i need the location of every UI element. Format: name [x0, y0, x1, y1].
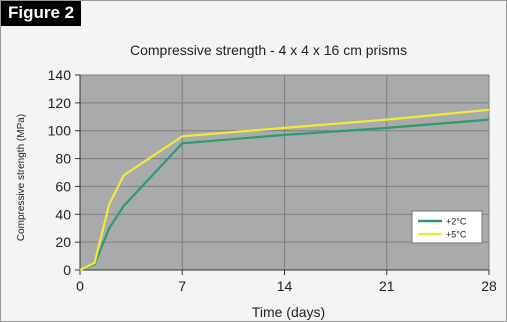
y-tick-label: 60 — [55, 178, 71, 194]
y-tick-label: 40 — [55, 206, 71, 222]
x-axis-label: Time (days) — [252, 304, 325, 320]
x-tick-label: 0 — [76, 278, 84, 294]
series-line-plus-2c — [79, 118, 490, 272]
y-tick-label: 20 — [55, 234, 71, 250]
series-lines — [79, 108, 490, 272]
legend: +2°C +5°C — [411, 210, 483, 244]
legend-box — [411, 210, 483, 244]
legend-label: +2°C — [446, 217, 467, 227]
series-line-plus-5c — [79, 108, 490, 271]
x-tick-label: 7 — [178, 278, 186, 294]
y-tick-label: 100 — [48, 123, 72, 139]
y-axis-label: Compressive strength (MPa) — [16, 114, 27, 241]
y-tick-label: 120 — [48, 95, 72, 111]
chart-title: Compressive strength - 4 x 4 x 16 cm pri… — [130, 42, 407, 58]
x-tick-label: 14 — [277, 278, 293, 294]
legend-label: +5°C — [446, 230, 467, 240]
y-ticks: 0 20 40 60 80 100 120 140 — [48, 67, 80, 278]
x-ticks: 0 7 14 21 28 — [76, 270, 497, 294]
y-tick-label: 80 — [55, 151, 71, 167]
figure-label: Figure 2 — [1, 1, 82, 26]
x-tick-label: 28 — [481, 278, 497, 294]
y-tick-label: 0 — [63, 262, 71, 278]
y-tick-label: 140 — [48, 67, 72, 83]
x-tick-label: 21 — [379, 278, 395, 294]
